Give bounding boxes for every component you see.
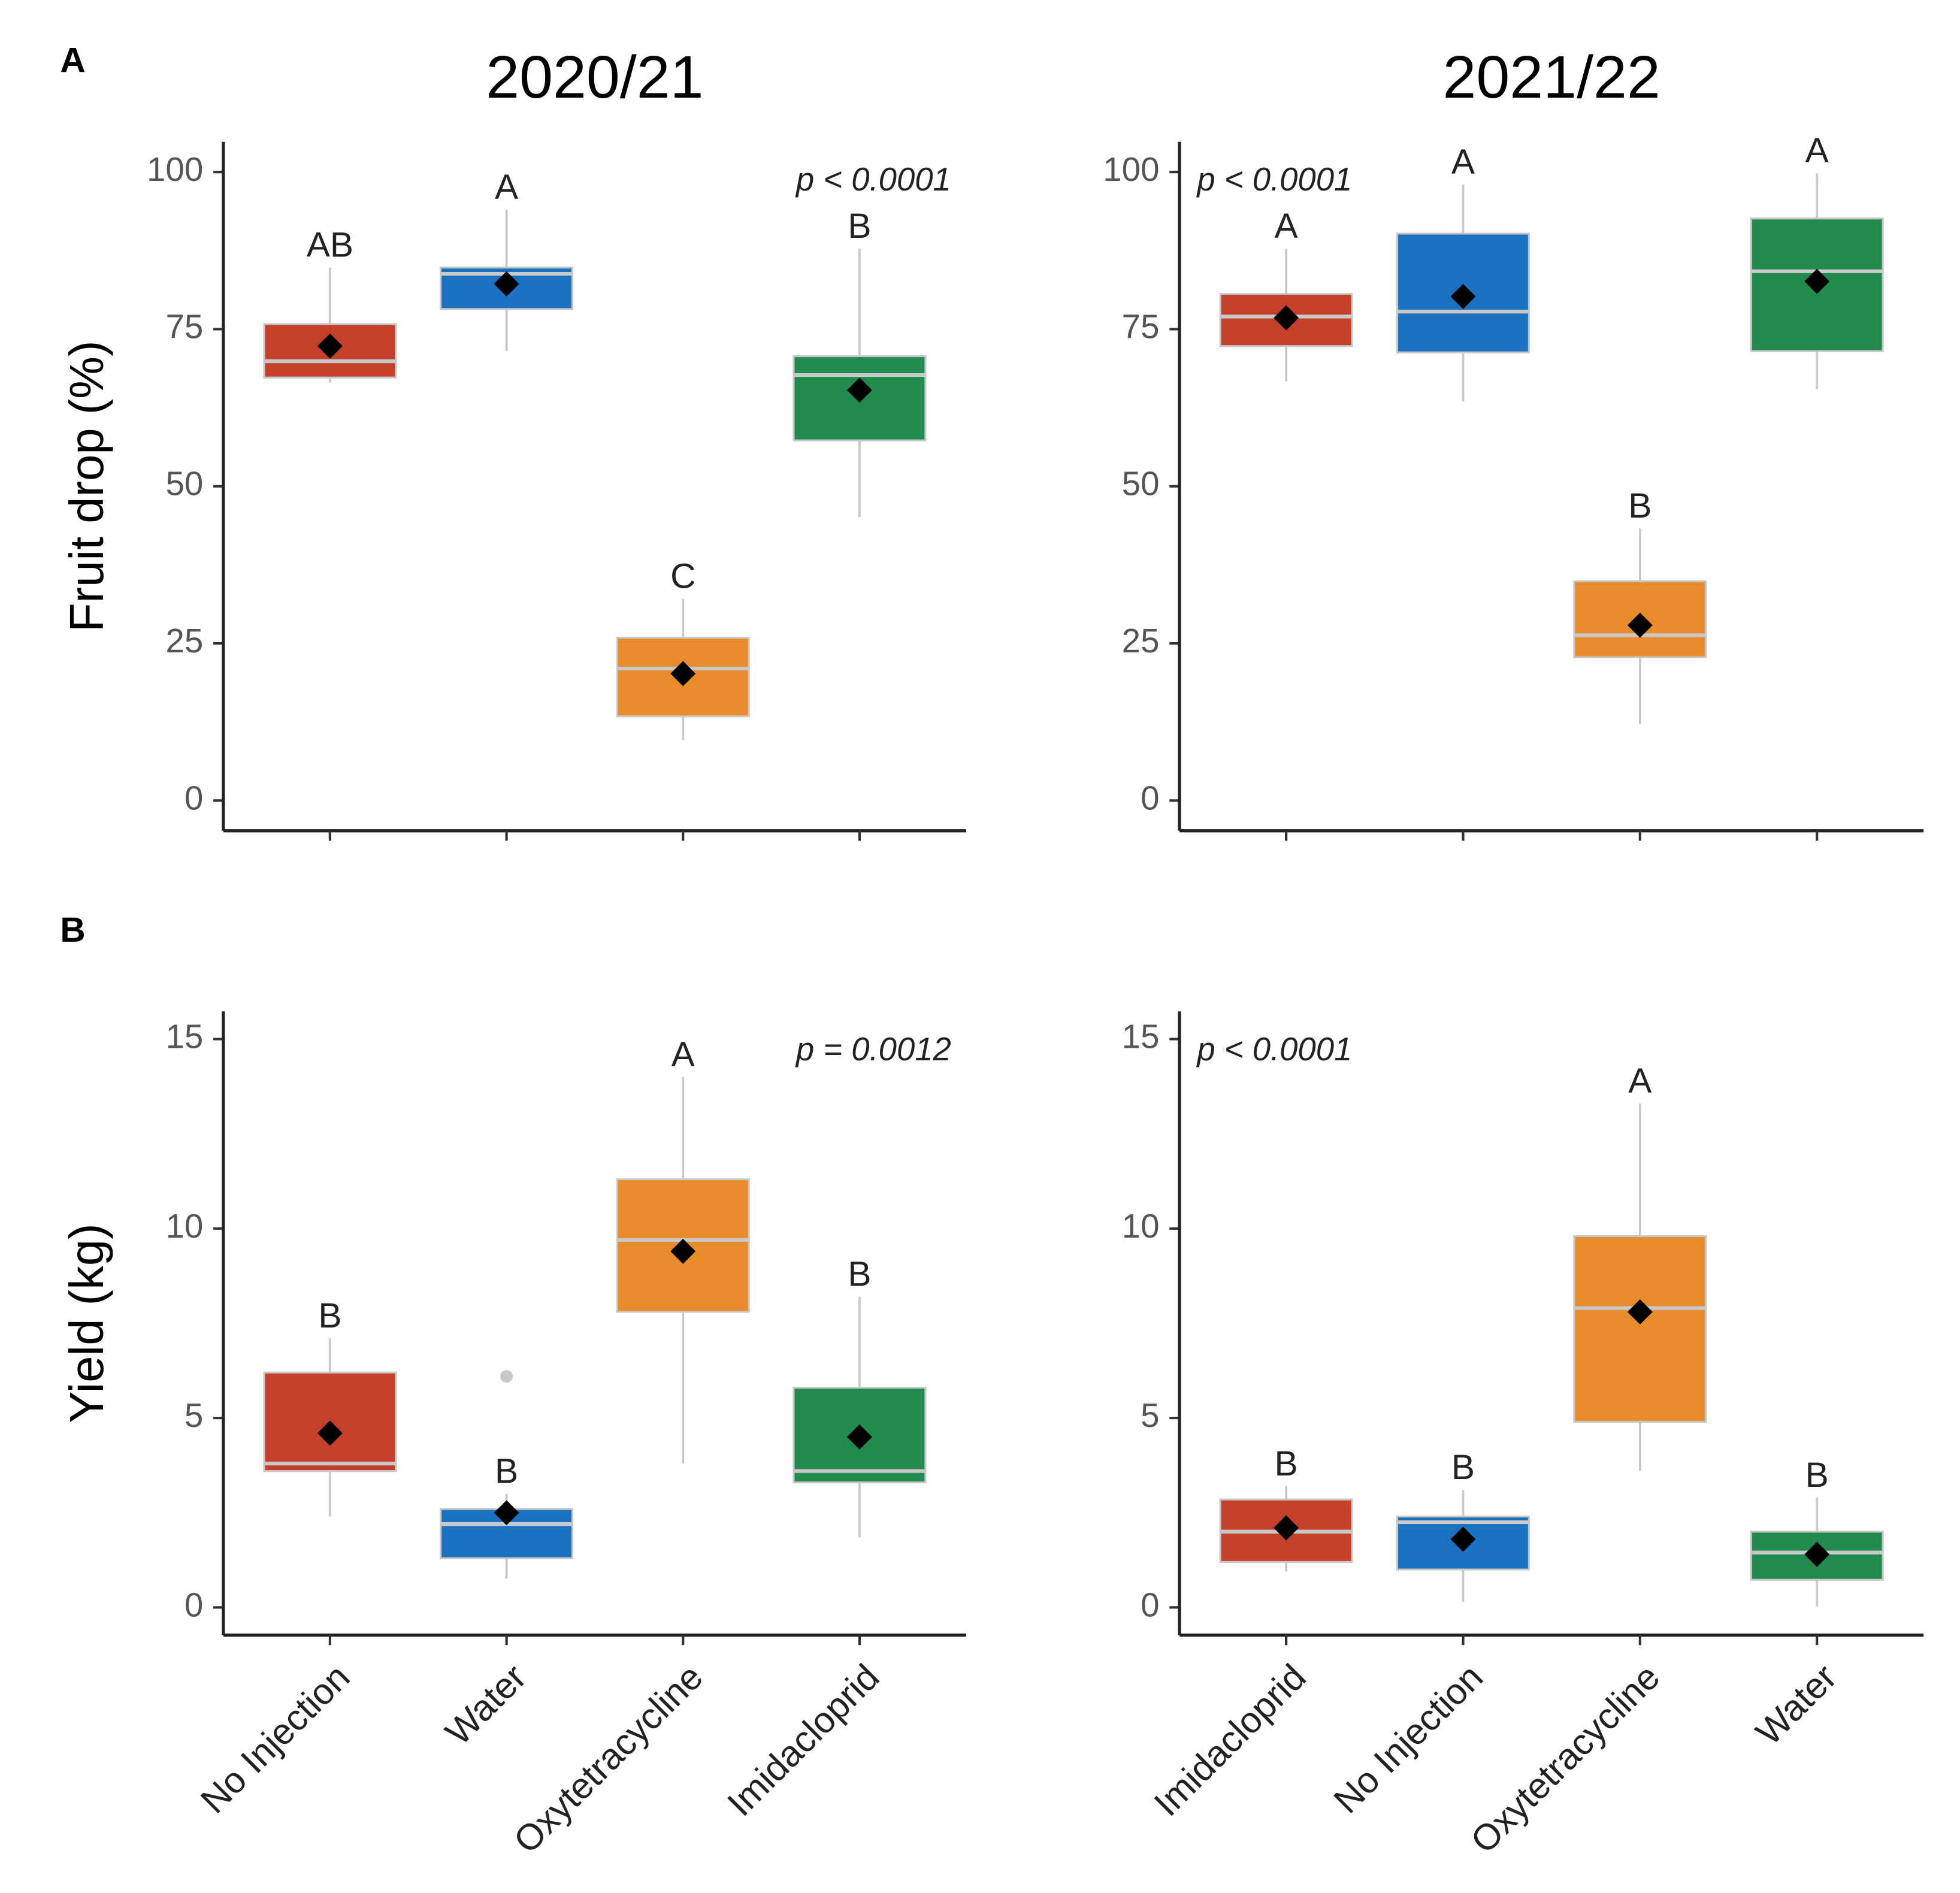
mean-marker [670,661,696,687]
significance-letter: A [1628,1062,1652,1100]
significance-letter: B [495,1452,518,1491]
p-value: p < 0.0001 [795,161,951,198]
mean-marker [1274,305,1299,331]
x-tick-label: Oxytetracycline [506,1656,710,1861]
chart-title: 2021/22 [1442,44,1660,111]
x-tick-label: Imidacloprid [719,1656,887,1824]
y-tick-label: 0 [184,1586,203,1623]
p-value: p < 0.0001 [1196,161,1352,198]
x-tick-label: Water [1748,1656,1844,1753]
mean-marker [317,333,343,359]
chart-title: 2020/21 [486,44,703,111]
y-tick-label: 0 [1141,779,1159,817]
x-tick-label: No Injection [1326,1656,1490,1821]
significance-letter: A [1451,143,1475,182]
y-tick-label: 25 [1122,622,1160,660]
y-tick-label: 75 [165,307,203,345]
mean-marker [670,1238,696,1264]
significance-letter: B [1275,1444,1298,1483]
y-tick-label: 10 [165,1207,203,1245]
y-tick-label: 25 [165,622,203,660]
mean-marker [846,377,872,403]
significance-letter: A [1805,131,1829,170]
y-tick-label: 100 [1103,150,1159,188]
mean-marker [494,271,519,297]
y-tick-label: 5 [184,1396,203,1434]
x-tick-label: Oxytetracycline [1463,1656,1668,1861]
outlier [500,1370,513,1383]
y-tick-label: 15 [165,1018,203,1056]
significance-letter: B [1628,486,1652,525]
significance-letter: B [1451,1448,1475,1487]
y-tick-label: 5 [1141,1396,1159,1434]
significance-letter: B [318,1296,341,1335]
p-value: p < 0.0001 [1196,1031,1352,1068]
y-axis-title: Fruit drop (%) [60,340,113,632]
significance-letter: B [848,1255,871,1294]
significance-letter: B [1805,1456,1829,1495]
significance-letter: B [848,207,871,246]
mean-marker [317,1420,343,1446]
x-tick-label: No Injection [193,1656,358,1821]
significance-letter: AB [307,226,353,265]
x-tick-label: Water [437,1656,534,1753]
y-tick-label: 15 [1122,1018,1160,1056]
significance-letter: C [670,557,695,596]
significance-letter: A [672,1035,695,1074]
y-tick-label: 0 [1141,1586,1159,1623]
p-value: p = 0.0012 [795,1031,951,1068]
y-tick-label: 10 [1122,1207,1160,1245]
y-tick-label: 100 [147,150,203,188]
y-tick-label: 75 [1122,307,1160,345]
y-tick-label: 50 [1122,465,1160,503]
y-tick-label: 0 [184,779,203,817]
box [793,1386,927,1484]
x-tick-label: Imidacloprid [1146,1656,1314,1824]
panel-label: B [60,911,85,949]
y-axis-title: Yield (kg) [60,1223,113,1423]
significance-letter: A [1275,207,1298,246]
y-tick-label: 50 [165,465,203,503]
box [263,323,397,379]
box [1573,1235,1707,1423]
significance-letter: A [495,168,518,207]
panel-label: A [60,41,85,80]
